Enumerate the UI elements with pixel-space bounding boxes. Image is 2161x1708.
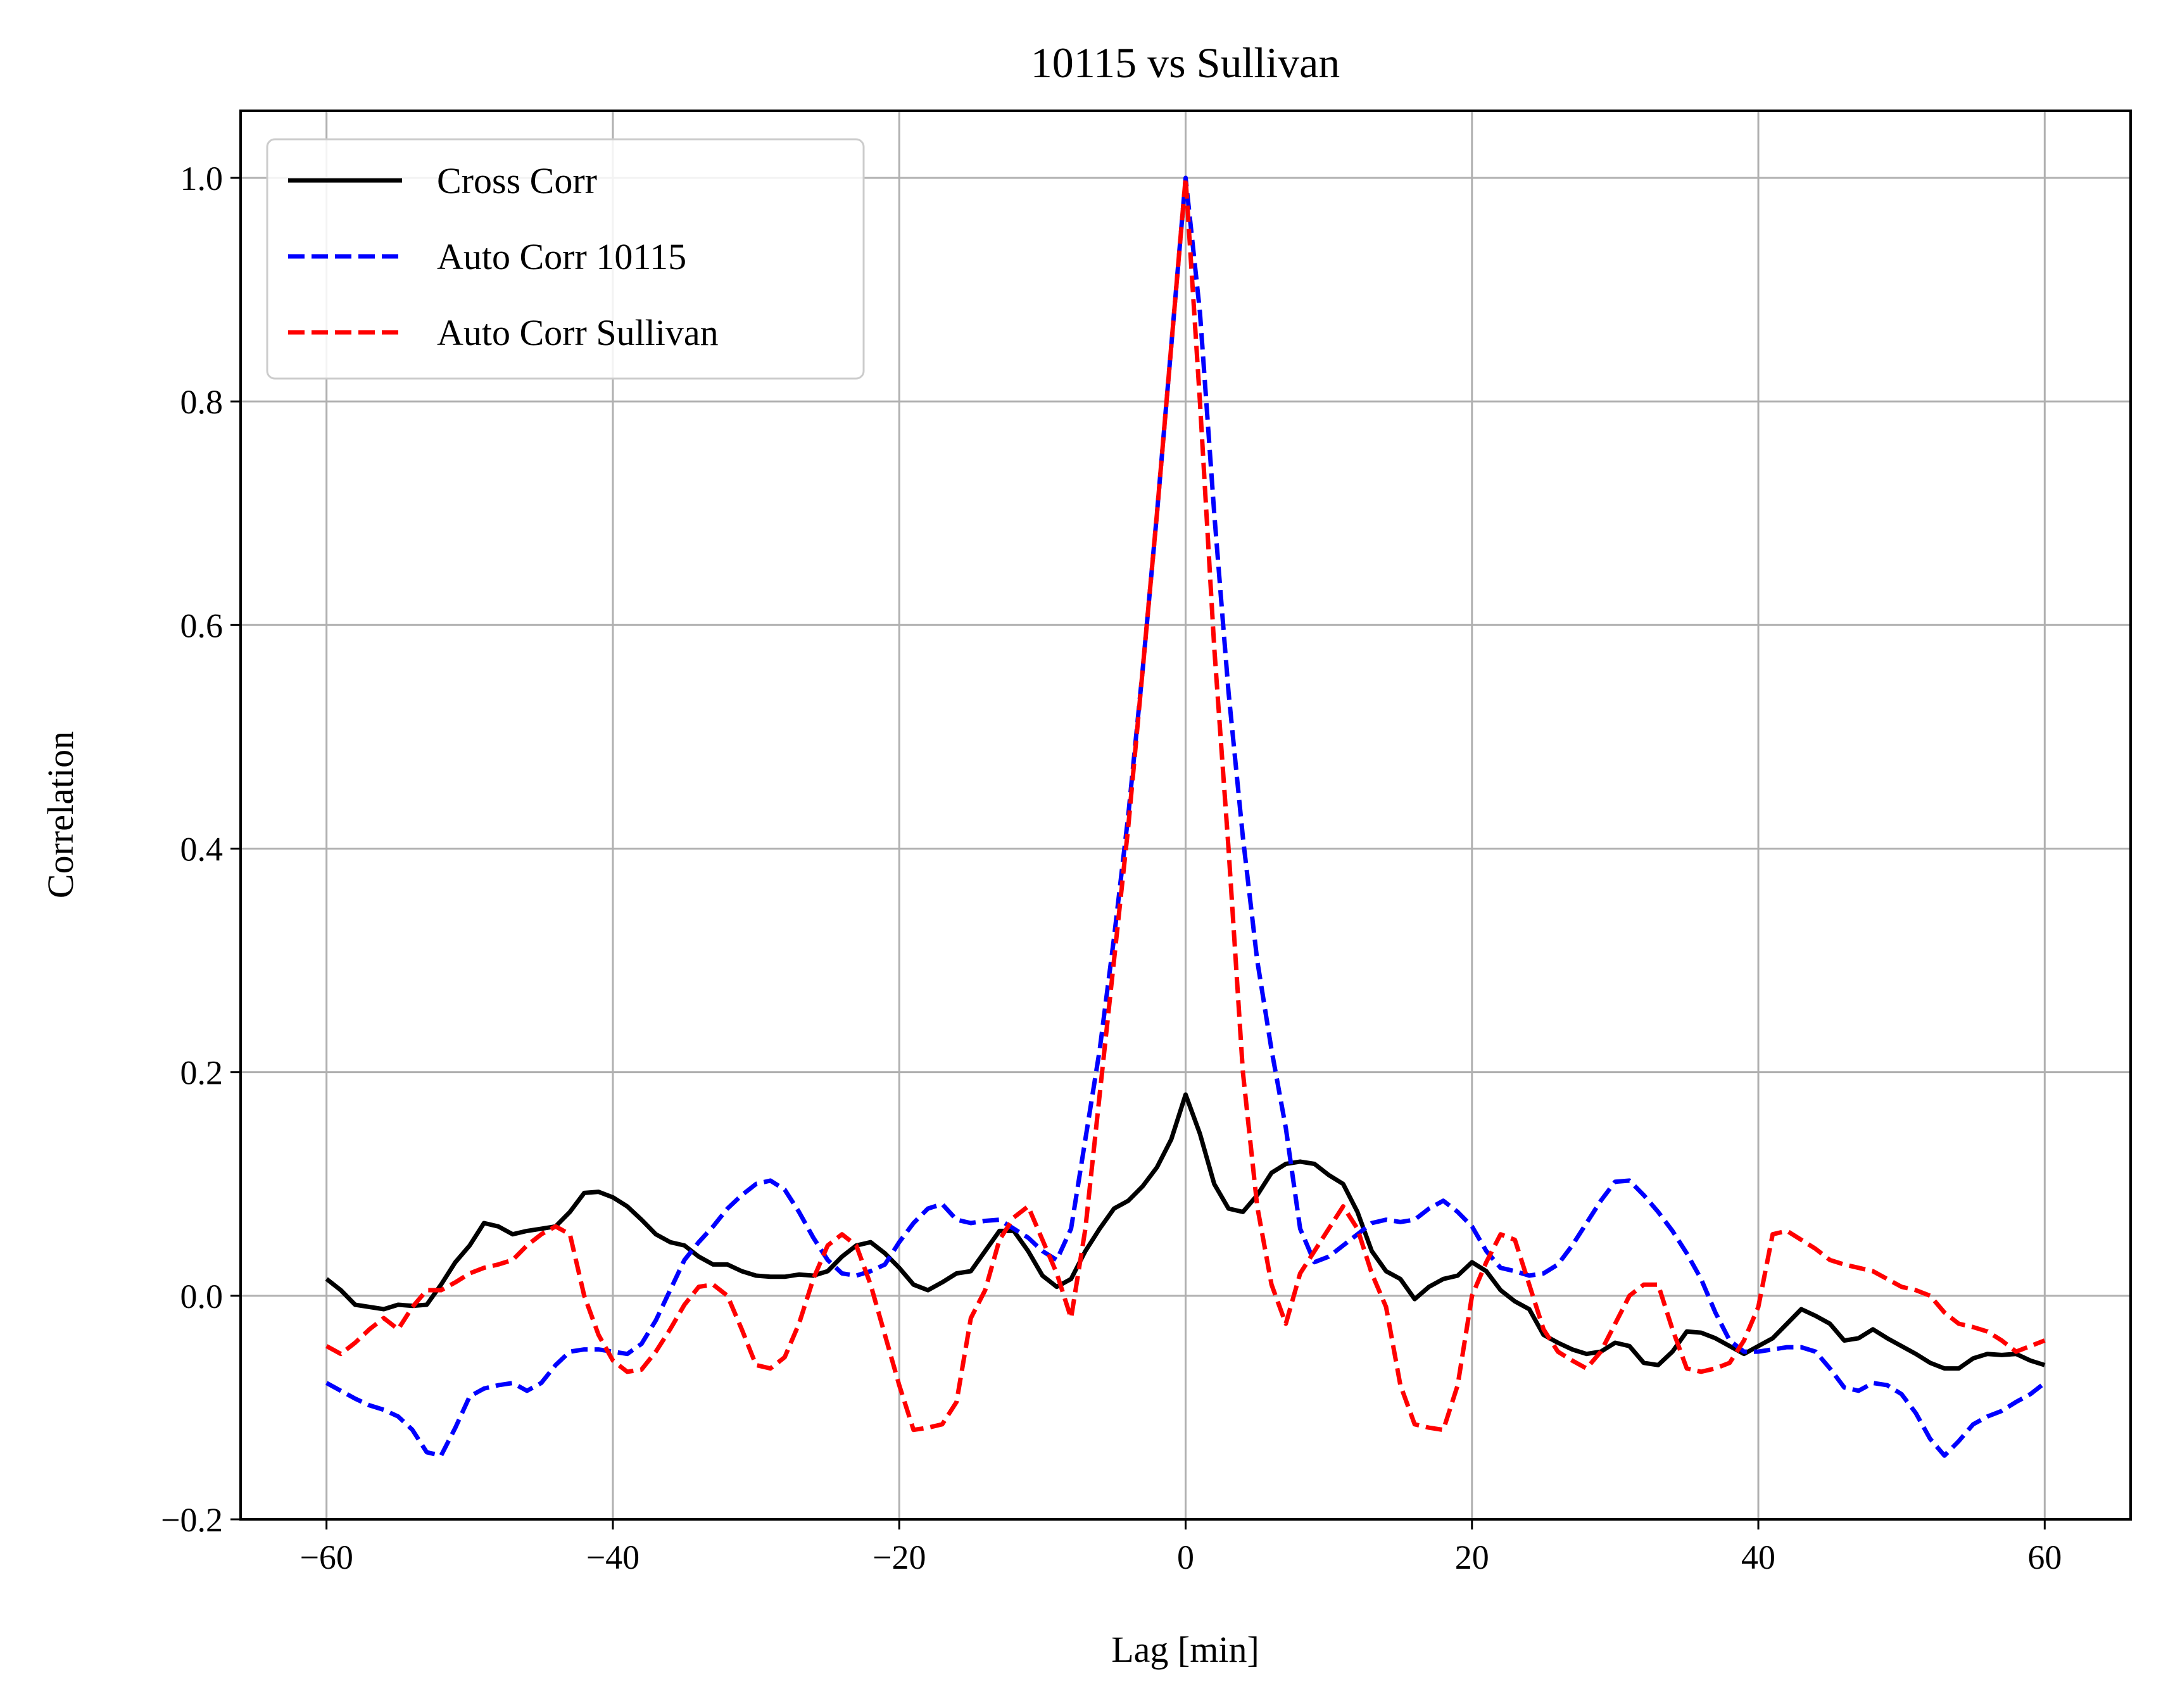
x-tick-label: 20 [1455, 1538, 1489, 1576]
axis-ticks: −60 −40 −20 0 20 40 60 −0.2 0.0 0.2 0.4 0.6 0.8 1.0 [161, 160, 2062, 1576]
plot-lines [325, 175, 2046, 1458]
series-line-auto-corr-10115 [325, 175, 2046, 1458]
legend-label-auto-corr-sullivan: Auto Corr Sullivan [437, 312, 719, 353]
x-tick-label: −20 [873, 1538, 926, 1576]
x-tick-label: 40 [1741, 1538, 1775, 1576]
chart-title: 10115 vs Sullivan [1031, 39, 1340, 87]
y-tick-label: 0.6 [180, 606, 224, 644]
series-line-cross-corr [325, 1092, 2046, 1371]
y-tick-label: 0.0 [180, 1278, 224, 1316]
legend-label-cross-corr: Cross Corr [437, 160, 597, 201]
series-line-auto-corr-sullivan [325, 175, 2046, 1433]
y-tick-label: 0.4 [180, 830, 224, 868]
y-tick-label: 0.8 [180, 383, 224, 421]
y-axis-label: Correlation [40, 731, 81, 898]
x-tick-label: −60 [299, 1538, 353, 1576]
x-tick-label: −40 [586, 1538, 639, 1576]
y-tick-label: 0.2 [180, 1054, 224, 1092]
legend-box [266, 138, 865, 380]
x-tick-label: 60 [2027, 1538, 2062, 1576]
y-tick-label: 1.0 [180, 160, 224, 198]
legend: Cross Corr Auto Corr 10115 Auto Corr Sulli… [266, 138, 865, 380]
x-axis-label: Lag [min] [1111, 1629, 1259, 1670]
y-tick-label: −0.2 [161, 1501, 223, 1539]
legend-label-auto-corr-10115: Auto Corr 10115 [437, 236, 686, 277]
x-tick-label: 0 [1177, 1538, 1194, 1576]
